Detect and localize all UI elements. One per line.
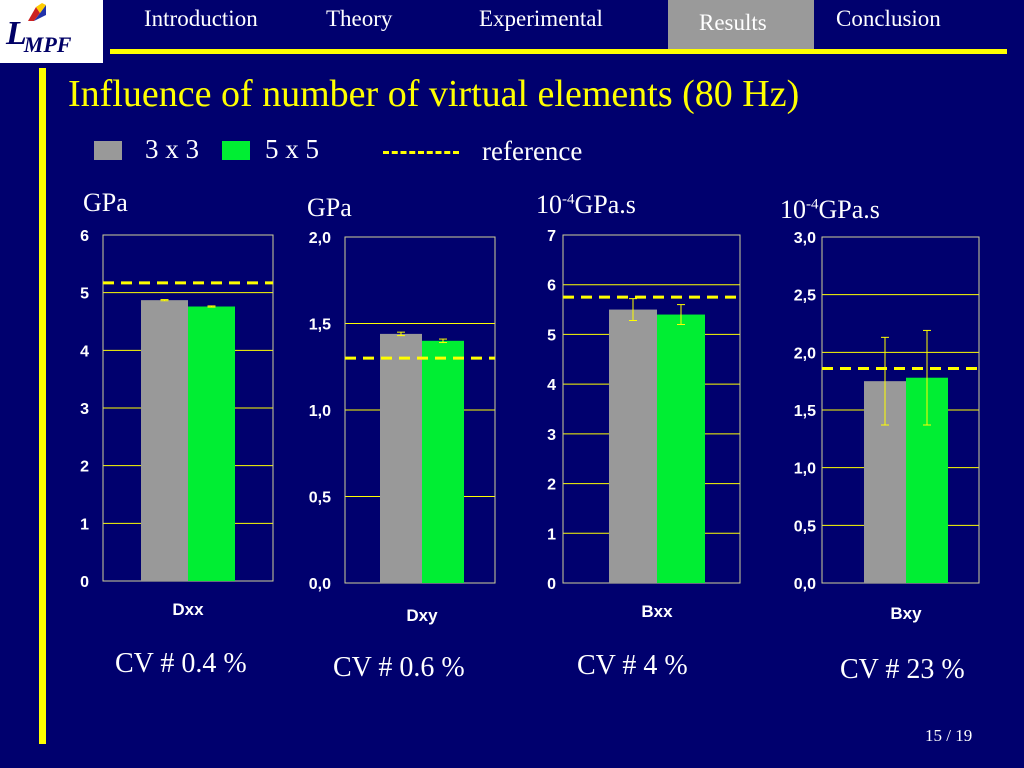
nav-active-highlight xyxy=(668,0,814,49)
lmpf-logo: LMPF xyxy=(0,0,103,63)
y-tick-label: 3 xyxy=(80,401,89,418)
legend-swatch-5x5 xyxy=(222,141,250,160)
category-label-bxx: Bxx xyxy=(641,602,673,621)
legend-label-reference: reference xyxy=(482,136,583,166)
y-tick-label: 1 xyxy=(547,526,556,543)
legend-label-5x5: 5 x 5 xyxy=(265,134,319,164)
unit-label-bxx: 10-4GPa.s xyxy=(536,190,636,220)
y-tick-label: 0,0 xyxy=(794,576,816,593)
unit-rest: GPa.s xyxy=(818,195,880,224)
category-label-dxy: Dxy xyxy=(406,606,438,625)
y-tick-label: 6 xyxy=(80,228,89,245)
y-tick-label: 5 xyxy=(547,327,556,344)
bar-dxx-5x5 xyxy=(188,306,235,581)
legend-swatch-3x3 xyxy=(94,141,122,160)
y-tick-label: 1,5 xyxy=(309,317,331,334)
unit-label-dxx: GPa xyxy=(83,188,128,217)
cv-dxx: CV # 0.4 % xyxy=(115,648,247,679)
bar-bxx-3x3 xyxy=(609,309,657,583)
nav-item-results[interactable]: Results xyxy=(699,10,767,35)
category-label-dxx: Dxx xyxy=(172,600,204,619)
unit-base: 10 xyxy=(536,190,562,219)
category-label-bxy: Bxy xyxy=(890,604,922,623)
y-tick-label: 0,0 xyxy=(309,576,331,593)
y-tick-label: 1,0 xyxy=(794,461,816,478)
header-divider xyxy=(110,49,1007,54)
nav-item-experimental[interactable]: Experimental xyxy=(479,6,603,31)
y-tick-label: 2,0 xyxy=(309,230,331,247)
bar-dxx-3x3 xyxy=(141,300,188,581)
y-tick-label: 2 xyxy=(80,459,89,476)
unit-base: 10 xyxy=(780,195,806,224)
logo-main: L xyxy=(6,15,27,52)
bar-dxy-3x3 xyxy=(380,333,422,583)
side-accent-bar xyxy=(39,68,46,744)
y-tick-label: 4 xyxy=(547,377,556,394)
legend-reference-line xyxy=(383,151,459,154)
unit-exponent: -4 xyxy=(562,191,575,208)
y-tick-label: 4 xyxy=(80,343,89,360)
nav-item-conclusion[interactable]: Conclusion xyxy=(836,6,941,31)
y-tick-label: 0,5 xyxy=(309,490,331,507)
y-tick-label: 6 xyxy=(547,278,556,295)
unit-rest: GPa.s xyxy=(574,190,636,219)
logo-emblem-icon xyxy=(28,3,46,21)
y-tick-label: 0,5 xyxy=(794,518,816,535)
y-tick-label: 7 xyxy=(547,228,556,245)
y-tick-label: 5 xyxy=(80,286,89,303)
unit-exponent: -4 xyxy=(806,196,819,213)
bar-dxy-5x5 xyxy=(422,340,464,583)
logo-text: LMPF xyxy=(6,14,71,57)
y-tick-label: 0 xyxy=(547,576,556,593)
bar-bxx-5x5 xyxy=(657,314,705,583)
cv-dxy: CV # 0.6 % xyxy=(333,652,465,683)
y-tick-label: 2 xyxy=(547,477,556,494)
unit-label-dxy: GPa xyxy=(307,193,352,222)
y-tick-label: 1 xyxy=(80,516,89,533)
y-tick-label: 2,0 xyxy=(794,345,816,362)
cv-bxy: CV # 23 % xyxy=(840,654,965,685)
y-tick-label: 2,5 xyxy=(794,288,816,305)
y-tick-label: 1,0 xyxy=(309,403,331,420)
logo-sub: MPF xyxy=(23,32,72,57)
page-number: 15 / 19 xyxy=(925,726,973,745)
nav-item-theory[interactable]: Theory xyxy=(326,6,393,31)
nav-item-introduction[interactable]: Introduction xyxy=(144,6,258,31)
y-tick-label: 3 xyxy=(547,427,556,444)
y-tick-label: 0 xyxy=(80,574,89,591)
y-tick-label: 1,5 xyxy=(794,403,816,420)
slide-title: Influence of number of virtual elements … xyxy=(68,73,800,115)
legend-label-3x3: 3 x 3 xyxy=(145,134,199,164)
cv-bxx: CV # 4 % xyxy=(577,650,688,681)
unit-label-bxy: 10-4GPa.s xyxy=(780,195,880,225)
y-tick-label: 3,0 xyxy=(794,230,816,247)
